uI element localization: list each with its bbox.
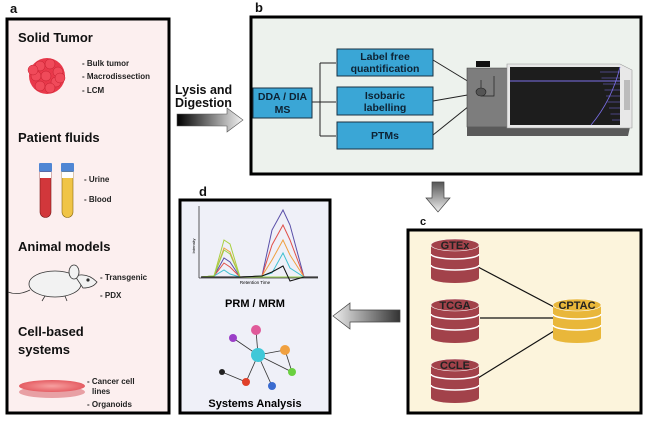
panel-c-label: c — [420, 216, 426, 228]
db-gtex-label: GTEx — [441, 240, 471, 252]
animal-models-title: Animal models — [18, 239, 110, 254]
network-node — [268, 382, 276, 390]
blood-tube-icon — [39, 163, 52, 218]
isobaric-line1: Isobaric — [365, 90, 405, 102]
panel-d — [178, 198, 332, 415]
network-node — [280, 345, 290, 355]
db-cptac-icon — [552, 298, 602, 343]
network-edge — [221, 371, 247, 383]
dda-dia-ms-box — [252, 87, 313, 119]
tumor-icon — [27, 58, 66, 94]
mass-spectrometer-icon — [466, 61, 633, 136]
db-ccle-label: CCLE — [440, 360, 470, 372]
left-arrow-icon — [332, 302, 401, 330]
panel-d-label: d — [199, 184, 207, 199]
db-tcga-icon — [430, 298, 480, 343]
bullet-urine: - Urine — [84, 175, 110, 184]
x-axis-label: Retention Time — [240, 280, 271, 285]
dda-dia-ms-line2: MS — [275, 104, 291, 116]
bullet-blood: - Blood — [84, 195, 112, 204]
ptms-label: PTMs — [371, 130, 399, 142]
bullet-macrodissection: - Macrodissection — [82, 72, 150, 81]
network-node — [288, 368, 296, 376]
bullet-organoids: - Organoids — [87, 400, 132, 409]
petri-dish-icon — [19, 380, 85, 398]
label-free-box — [336, 48, 434, 77]
chromatogram — [198, 206, 318, 282]
lysis-label-2: Digestion — [175, 96, 232, 110]
mouse-icon — [7, 264, 98, 302]
network-icon — [219, 325, 296, 390]
panel-a-label: a — [10, 1, 18, 16]
cell-based-title-2: systems — [18, 342, 70, 357]
y-axis-label: Intensity — [191, 239, 196, 254]
lysis-label-1: Lysis and — [175, 83, 232, 97]
db-tcga-label: TCGA — [439, 300, 470, 312]
isobaric-box — [336, 86, 434, 116]
bullet-pdx: - PDX — [100, 291, 122, 300]
bullet-bulk-tumor: - Bulk tumor — [82, 59, 129, 68]
bullet-lcm: - LCM — [82, 86, 105, 95]
network-node — [242, 378, 250, 386]
bullet-cancer-cell-lines: - Cancer cell — [87, 377, 135, 386]
network-node — [251, 348, 265, 362]
db-ccle-icon — [430, 358, 480, 403]
db-cptac-label: CPTAC — [558, 300, 595, 312]
network-node — [251, 325, 261, 335]
systems-analysis-title: Systems Analysis — [208, 398, 301, 410]
patient-fluids-title: Patient fluids — [18, 130, 100, 145]
cell-based-title-1: Cell-based — [18, 324, 84, 339]
down-arrow-icon — [425, 181, 451, 213]
dda-dia-ms-line1: DDA / DIA — [258, 91, 308, 103]
right-arrow-icon — [176, 107, 244, 133]
panel-b-label: b — [255, 0, 263, 15]
chromatogram-trace — [200, 249, 318, 278]
isobaric-line2: labelling — [364, 102, 407, 114]
label-free-line2: quantification — [351, 63, 420, 75]
prm-mrm-title: PRM / MRM — [225, 298, 285, 310]
solid-tumor-title: Solid Tumor — [18, 30, 93, 45]
network-node — [219, 369, 225, 375]
label-free-line1: Label free — [360, 51, 410, 63]
ptms-box — [336, 121, 434, 150]
db-gtex-icon — [430, 238, 480, 283]
bullet-transgenic: - Transgenic — [100, 273, 148, 282]
bullet-cancer-cell-lines-cont: lines — [92, 387, 111, 396]
network-node — [229, 334, 237, 342]
chromatogram-trace — [201, 265, 318, 282]
urine-tube-icon — [61, 163, 74, 218]
